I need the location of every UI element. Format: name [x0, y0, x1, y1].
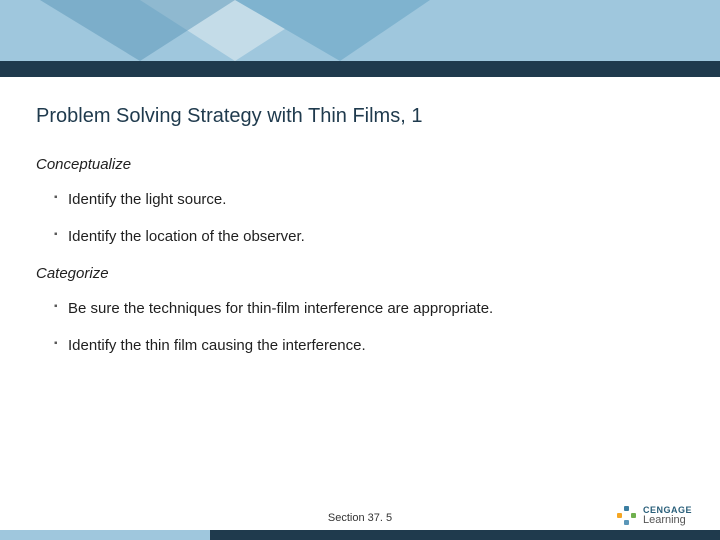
footer: Section 37. 5 CENGAGE Learning	[0, 500, 720, 540]
header-banner	[0, 0, 720, 77]
section-categorize: Categorize Be sure the techniques for th…	[36, 265, 684, 356]
section-heading: Categorize	[36, 265, 684, 282]
section-heading: Conceptualize	[36, 156, 684, 173]
list-item: Identify the location of the observer.	[54, 226, 684, 247]
logo-text: CENGAGE Learning	[643, 506, 692, 526]
cengage-logo: CENGAGE Learning	[617, 506, 692, 526]
list-item: Identify the light source.	[54, 189, 684, 210]
logo-mark-icon	[617, 506, 637, 526]
footer-bar	[0, 530, 720, 540]
bullet-list: Identify the light source. Identify the …	[36, 189, 684, 247]
logo-subbrand: Learning	[643, 515, 692, 526]
list-item: Identify the thin film causing the inter…	[54, 335, 684, 356]
section-conceptualize: Conceptualize Identify the light source.…	[36, 156, 684, 247]
slide-title: Problem Solving Strategy with Thin Films…	[36, 105, 684, 128]
list-item: Be sure the techniques for thin-film int…	[54, 298, 684, 319]
header-dark-bar	[0, 61, 720, 77]
section-label: Section 37. 5	[328, 512, 392, 524]
slide-content: Problem Solving Strategy with Thin Films…	[0, 77, 720, 356]
bullet-list: Be sure the techniques for thin-film int…	[36, 298, 684, 356]
